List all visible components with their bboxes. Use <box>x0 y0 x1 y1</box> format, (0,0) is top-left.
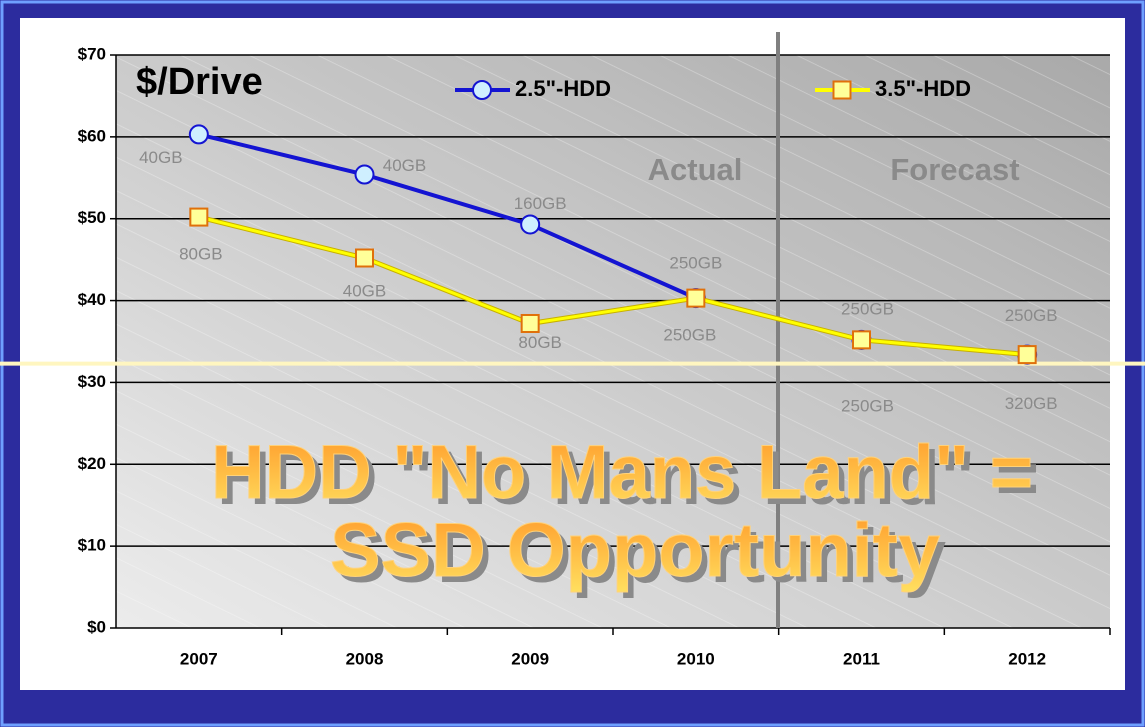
data-label: 320GB <box>1005 394 1058 413</box>
data-label: 250GB <box>841 299 894 318</box>
y-tick-label: $10 <box>78 536 106 555</box>
marker <box>1017 345 1037 365</box>
headline-shadow: SSD Opportunity <box>336 514 946 599</box>
x-tick-label: 2007 <box>180 649 218 668</box>
data-label: 250GB <box>663 326 716 345</box>
y-tick-label: $30 <box>78 372 106 391</box>
marker <box>188 124 209 145</box>
headline-line: SSD Opportunity <box>330 508 940 593</box>
x-tick-label: 2010 <box>677 649 715 668</box>
y-tick-label: $50 <box>78 208 106 227</box>
marker <box>852 330 871 350</box>
legend-label: 2.5"-HDD <box>515 76 611 101</box>
data-label: 40GB <box>383 156 426 175</box>
y-tick-label: $20 <box>78 454 106 473</box>
data-label: 80GB <box>179 245 222 264</box>
data-label: 40GB <box>343 281 386 300</box>
series-line <box>198 215 1028 357</box>
data-label: 40GB <box>139 148 182 167</box>
legend-label: 3.5"-HDD <box>875 76 971 101</box>
forecast-label: Forecast <box>890 152 1019 187</box>
legend-marker <box>472 80 492 100</box>
legend-marker <box>832 80 852 100</box>
chart-title: $/Drive <box>136 61 263 103</box>
plot-texture <box>116 55 1110 628</box>
marker <box>189 207 209 227</box>
data-label: 250GB <box>1005 306 1058 325</box>
y-tick-label: $40 <box>78 290 106 309</box>
x-tick-label: 2009 <box>511 649 549 668</box>
data-label: 160GB <box>514 194 567 213</box>
actual-label: Actual <box>648 152 743 187</box>
x-tick-label: 2011 <box>843 649 880 668</box>
marker <box>354 164 375 185</box>
x-tick-label: 2008 <box>346 649 384 668</box>
x-tick-label: 2012 <box>1008 649 1046 668</box>
headline-line: HDD "No Mans Land" = <box>211 430 1033 515</box>
marker <box>686 288 706 308</box>
data-label: 80GB <box>518 333 561 352</box>
data-label: 250GB <box>841 396 894 415</box>
y-tick-label: $60 <box>78 126 106 145</box>
y-tick-label: $0 <box>87 617 106 636</box>
headline: HDD "No Mans Land" = HDD "No Mans Land" … <box>211 430 1040 600</box>
headline-shadow: HDD "No Mans Land" = <box>217 436 1039 521</box>
marker <box>520 313 540 333</box>
marker <box>520 214 541 235</box>
data-label: 250GB <box>669 254 722 273</box>
y-tick-label: $70 <box>78 44 106 63</box>
marker <box>355 248 374 268</box>
